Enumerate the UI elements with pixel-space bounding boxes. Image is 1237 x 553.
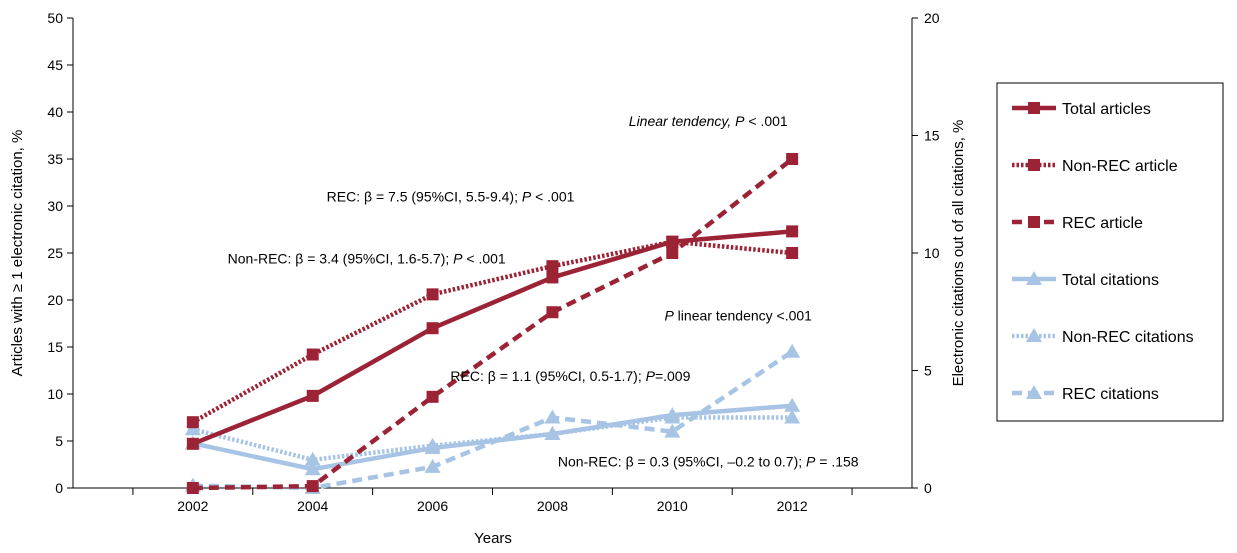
legend-marker — [1028, 102, 1040, 114]
y-tick-label: 45 — [47, 57, 63, 73]
y-axis-title: Articles with ≥ 1 electronic citation, % — [9, 130, 26, 377]
data-point — [784, 397, 801, 412]
data-point — [544, 425, 561, 440]
data-point — [786, 225, 799, 238]
data-point — [306, 389, 319, 402]
annotation: REC: β = 7.5 (95%CI, 5.5-9.4); P < .001 — [327, 188, 575, 204]
legend-box — [996, 82, 1224, 422]
y-tick-label: 30 — [47, 198, 63, 214]
data-point — [304, 451, 321, 466]
data-point — [664, 409, 681, 424]
data-point — [186, 416, 199, 429]
legend-label: Non-REC citations — [1062, 329, 1194, 346]
y2-tick-label: 10 — [924, 245, 940, 261]
data-point — [784, 343, 801, 358]
y-tick-label: 35 — [47, 151, 63, 167]
series-line — [192, 229, 793, 446]
y2-tick-label: 20 — [924, 10, 940, 26]
annotation: REC: β = 1.1 (95%CI, 0.5-1.7); P=.009 — [450, 368, 690, 384]
series-3 — [186, 153, 799, 494]
data-point — [306, 480, 319, 493]
series-1 — [186, 225, 799, 450]
y-tick-label: 0 — [55, 480, 63, 496]
legend-label: Non-REC article — [1062, 158, 1178, 175]
y-tick-label: 5 — [55, 433, 63, 449]
series-line — [192, 157, 794, 491]
y-tick-label: 40 — [47, 104, 63, 120]
x-tick-label: 2004 — [297, 498, 328, 514]
legend-label: REC article — [1062, 215, 1143, 232]
data-point — [426, 288, 439, 301]
data-point — [546, 260, 559, 273]
data-point — [786, 153, 799, 165]
series-6 — [184, 343, 801, 494]
annotation: Linear tendency, P < .001 — [629, 113, 788, 129]
data-point — [544, 409, 561, 424]
data-point — [184, 421, 201, 436]
data-point — [786, 247, 799, 259]
data-point — [546, 306, 559, 319]
x-tick-label: 2008 — [537, 498, 568, 514]
y2-axis-title: Electronic citations out of all citation… — [950, 120, 967, 387]
x-tick-label: 2012 — [777, 498, 808, 514]
data-point — [546, 271, 559, 284]
data-point — [666, 247, 679, 259]
legend-item: Total articles — [1012, 101, 1151, 118]
series-2 — [186, 235, 799, 429]
legend-marker — [1026, 328, 1042, 342]
legend: Total articles Non-REC article REC article… — [996, 82, 1224, 422]
legend-label: REC citations — [1062, 386, 1159, 403]
legend-item: REC citations — [1012, 385, 1159, 403]
legend-item: Non-REC citations — [1012, 328, 1194, 346]
data-point — [304, 461, 321, 476]
legend-marker — [1026, 385, 1042, 399]
data-point — [426, 390, 439, 403]
y-tick-label: 10 — [47, 386, 63, 402]
legend-label: Total articles — [1062, 101, 1151, 118]
y2-tick-label: 15 — [924, 128, 940, 144]
series-line — [191, 239, 793, 425]
legend-marker — [1026, 271, 1042, 285]
legend-marker — [1028, 216, 1040, 228]
annotation: Non-REC: β = 0.3 (95%CI, –0.2 to 0.7); P… — [558, 453, 859, 469]
y-tick-label: 20 — [47, 292, 63, 308]
data-point — [186, 437, 199, 450]
data-point — [186, 482, 199, 494]
legend-marker — [1028, 159, 1040, 171]
annotation: P linear tendency <.001 — [664, 308, 812, 324]
x-tick-label: 2006 — [417, 498, 448, 514]
x-axis-title: Years — [474, 530, 512, 547]
data-point — [424, 458, 441, 473]
data-point — [424, 437, 441, 452]
legend-item: Total citations — [1012, 271, 1159, 289]
data-point — [664, 423, 681, 438]
annotation: Non-REC: β = 3.4 (95%CI, 1.6-5.7); P < .… — [228, 250, 506, 266]
data-point — [784, 409, 801, 424]
y-tick-label: 25 — [47, 245, 63, 261]
y2-tick-label: 5 — [924, 363, 932, 379]
y-tick-label: 50 — [47, 10, 63, 26]
y-tick-label: 15 — [47, 339, 63, 355]
data-point — [666, 235, 679, 248]
series-layer — [184, 153, 801, 494]
legend-item: REC article — [1012, 215, 1143, 232]
data-point — [426, 322, 439, 335]
data-point — [306, 348, 319, 361]
annotation-layer: Linear tendency, P < .001 REC: β = 7.5 (9… — [228, 113, 859, 469]
x-tick-label: 2010 — [657, 498, 688, 514]
x-tick-label: 2002 — [177, 498, 208, 514]
y2-tick-label: 0 — [924, 480, 932, 496]
legend-item: Non-REC article — [1012, 158, 1178, 175]
legend-label: Total citations — [1062, 272, 1159, 289]
